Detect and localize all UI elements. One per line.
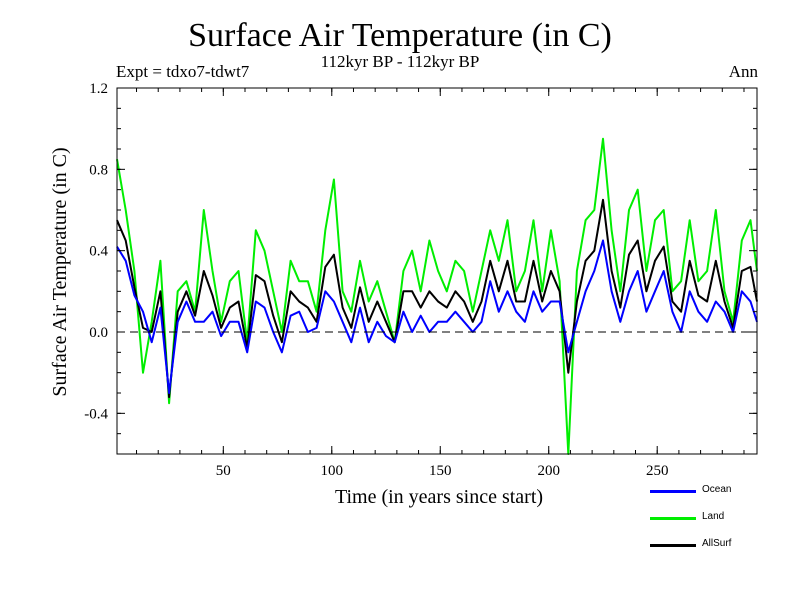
x-tick-label: 200 [537, 463, 560, 479]
series-line-allsurf [116, 198, 758, 399]
y-tick-label: 0.0 [89, 325, 108, 341]
legend-item-ocean: Ocean [650, 484, 780, 498]
y-tick-label: 0.8 [89, 162, 108, 178]
series-line-ocean [116, 239, 758, 394]
legend-label-allsurf: AllSurf [702, 538, 732, 549]
experiment-label: Expt = tdxo7-tdwt7 [116, 62, 250, 81]
chart-subtitle: 112kyr BP - 112kyr BP [320, 52, 480, 71]
season-label: Ann [728, 62, 758, 81]
x-tick-label: 100 [321, 463, 344, 479]
plot-area: -0.4 0.0 0.4 0.8 1.2 50 100 150 200 250 [84, 81, 758, 479]
series-line-land [116, 137, 758, 455]
legend-label-land: Land [702, 511, 725, 522]
x-axis-label: Time (in years since start) [335, 486, 543, 508]
x-tick-label: 250 [646, 463, 669, 479]
chart-title: Surface Air Temperature (in C) [188, 17, 612, 54]
legend-item-land: Land [650, 511, 780, 525]
legend-label-ocean: Ocean [702, 484, 732, 495]
x-tick-label: 50 [216, 463, 231, 479]
y-tick-label: 0.4 [89, 244, 108, 260]
y-tick-label: 1.2 [89, 81, 108, 97]
x-tick-label: 150 [429, 463, 452, 479]
y-tick-label: -0.4 [84, 406, 108, 422]
legend-swatch-ocean [650, 490, 696, 493]
y-axis-label: Surface Air Temperature (in C) [49, 147, 71, 396]
legend-swatch-land [650, 517, 696, 520]
legend-swatch-allsurf [650, 544, 696, 547]
legend-item-allsurf: AllSurf [650, 538, 780, 552]
